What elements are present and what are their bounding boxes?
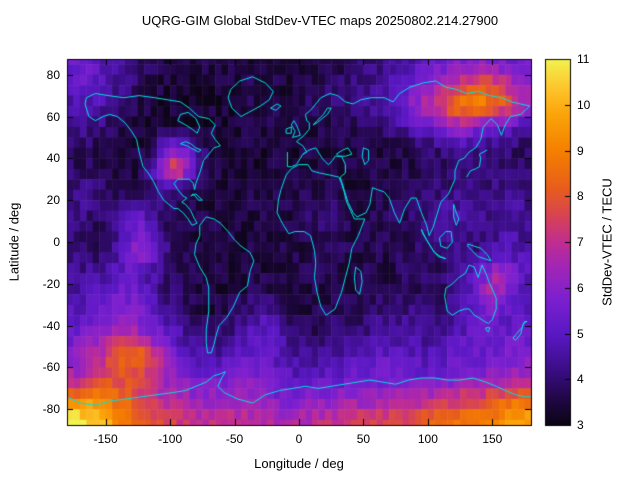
colorbar-tick-label: 9 <box>577 143 584 158</box>
y-tick-label: -20 <box>42 276 60 291</box>
y-tick-label: 80 <box>46 67 60 82</box>
x-tick-label: -150 <box>93 432 118 446</box>
x-tick-label: 150 <box>482 432 503 446</box>
colorbar-tick-label: 5 <box>577 326 584 341</box>
x-tick-label: 0 <box>295 432 303 446</box>
colorbar-tick-label: 4 <box>577 372 584 387</box>
x-tick-label: -100 <box>158 432 183 446</box>
x-axis-label: Longitude / deg <box>254 456 344 471</box>
y-tick-label: 20 <box>46 193 60 208</box>
y-tick-label: 40 <box>46 151 60 166</box>
chart-title: UQRG-GIM Global StdDev-VTEC maps 2025080… <box>141 13 499 28</box>
colorbar-tick-label: 3 <box>577 418 584 432</box>
colorbar-tick-label: 6 <box>577 280 584 295</box>
colorbar-tick-label: 10 <box>577 97 591 112</box>
x-tick-label: 100 <box>417 432 438 446</box>
x-tick-label: -50 <box>225 432 244 446</box>
colorbar-tick-label: 8 <box>577 189 584 204</box>
y-tick-label: 60 <box>46 109 60 124</box>
colorbar-tick-label: 11 <box>577 52 590 66</box>
y-tick-label: -80 <box>42 402 60 417</box>
x-tick-label: 50 <box>356 432 371 446</box>
y-tick-label: -60 <box>42 360 60 375</box>
y-tick-label: -40 <box>42 318 60 333</box>
y-tick-label: 0 <box>53 235 60 249</box>
colorbar-tick-label: 7 <box>577 235 584 249</box>
